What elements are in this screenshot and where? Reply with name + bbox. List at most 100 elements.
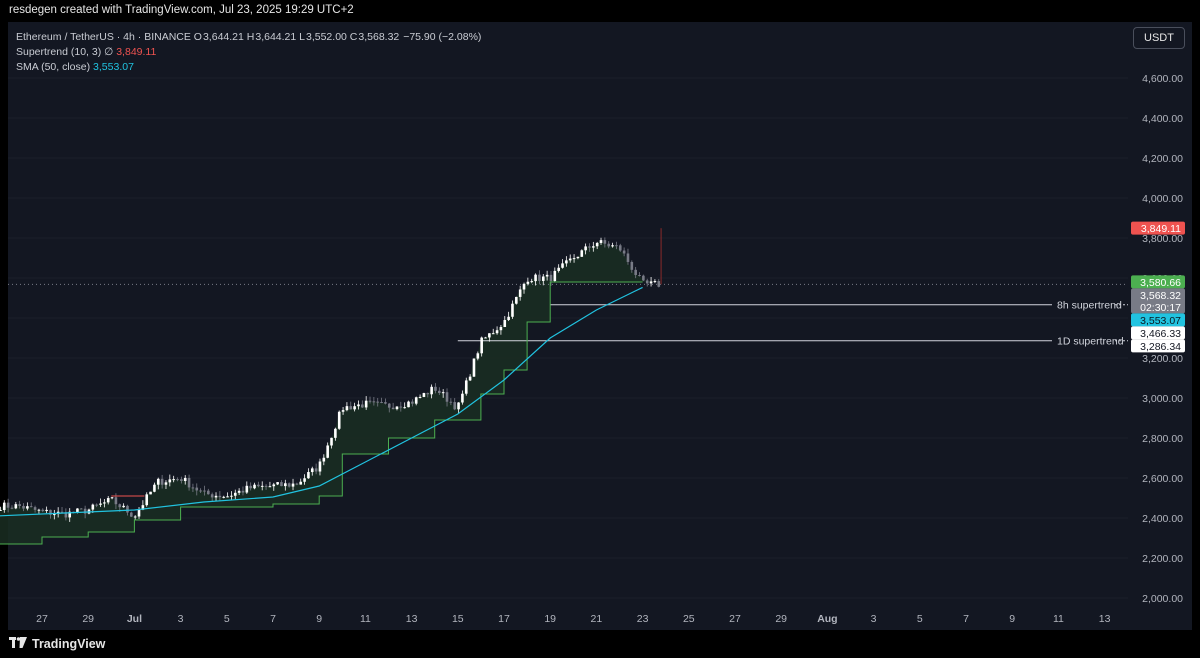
candle-body: [488, 333, 491, 338]
candle-body: [245, 485, 249, 493]
price-label: 3,286.34: [1140, 341, 1181, 353]
ohlc-open-label: O: [193, 31, 202, 43]
supertrend-row[interactable]: Supertrend (10, 3) ∅ 3,849.11: [16, 45, 481, 60]
candle-body: [622, 250, 626, 254]
candle-body: [79, 508, 83, 510]
author-line: resdegen created with TradingView.com, J…: [9, 4, 354, 16]
candle-body: [511, 303, 514, 317]
y-tick-label: 4,000.00: [1142, 193, 1183, 205]
candle-body: [426, 393, 430, 395]
candle-body: [607, 243, 611, 247]
chart-panel[interactable]: [8, 22, 1192, 630]
x-tick-label: 15: [452, 613, 464, 625]
candle-body: [6, 502, 10, 508]
candle-body: [64, 512, 68, 518]
candle-body: [160, 478, 164, 485]
candle-body: [299, 481, 303, 485]
x-tick-label: 9: [1009, 613, 1015, 625]
candle-body: [457, 402, 460, 410]
y-tick-label: 4,400.00: [1142, 113, 1183, 125]
y-tick-label: 2,000.00: [1142, 593, 1183, 605]
candle-body: [414, 397, 418, 404]
candle-body: [230, 495, 233, 497]
candle-body: [106, 498, 110, 503]
ohlc-open-value: 3,644.21: [202, 31, 244, 43]
candle-body: [18, 504, 21, 506]
hidden-icon[interactable]: ∅: [104, 46, 114, 58]
candle-body: [472, 358, 476, 377]
sma-row[interactable]: SMA (50, close) 3,553.07: [16, 60, 481, 75]
x-tick-label: Jul: [127, 613, 142, 625]
candle-body: [364, 400, 368, 408]
candle-body: [287, 483, 291, 487]
candle-body: [438, 390, 441, 394]
ohlc-low-value: 3,552.00: [306, 31, 347, 43]
tradingview-brand[interactable]: TradingView: [9, 636, 105, 651]
candle-body: [53, 514, 56, 516]
candle-body: [214, 495, 218, 498]
candle-body: [372, 401, 376, 403]
x-tick-label: 11: [360, 613, 371, 625]
candle-body: [337, 411, 341, 429]
candle-body: [515, 296, 518, 304]
candle-body: [233, 492, 237, 496]
y-tick-label: 2,400.00: [1142, 513, 1183, 525]
sma-line: [0, 286, 643, 517]
candle-body: [353, 406, 356, 410]
x-tick-label: 27: [729, 613, 741, 625]
candle-body: [118, 504, 122, 508]
y-tick-label: 4,600.00: [1142, 73, 1183, 85]
candle-body: [284, 483, 287, 487]
currency-button[interactable]: USDT: [1133, 27, 1185, 49]
candle-body: [199, 490, 202, 492]
candle-body: [403, 407, 406, 409]
price-labels: 3,849.11 3,580.663,568.3202:30:173,553.07…: [1131, 221, 1185, 353]
candle-body: [249, 485, 252, 489]
candle-body: [418, 396, 422, 398]
candle-body: [272, 484, 276, 487]
price-label-bg: [1131, 275, 1185, 289]
candle-body: [314, 468, 318, 472]
candle-body: [341, 410, 345, 412]
candle-body: [611, 245, 614, 247]
candle-body: [145, 494, 149, 506]
candle-body: [260, 485, 264, 487]
candle-body: [176, 479, 179, 481]
candle-body: [164, 482, 168, 485]
x-tick-label: 13: [406, 613, 418, 625]
candle-body: [361, 404, 364, 408]
candle-body: [237, 490, 241, 493]
candle-body: [357, 404, 360, 407]
candle-body: [95, 504, 98, 506]
sma-label: SMA (50, close): [16, 61, 91, 73]
candle-body: [307, 472, 310, 479]
candle-body: [507, 316, 510, 321]
candle-body: [657, 281, 661, 287]
candle-body: [26, 506, 29, 509]
candle-body: [103, 502, 106, 504]
candle-body: [376, 401, 380, 403]
indicator-lines: [0, 281, 643, 545]
candle-body: [480, 337, 483, 354]
y-tick-label: 3,000.00: [1142, 393, 1183, 405]
candle-body: [303, 478, 306, 482]
brand-name: TradingView: [32, 636, 106, 651]
candle-body: [484, 337, 487, 339]
candle-body: [226, 496, 229, 498]
candle-body: [22, 505, 25, 509]
sma-value: 3,553.07: [93, 61, 134, 73]
x-tick-label: 27: [36, 613, 48, 625]
candle-body: [126, 505, 129, 513]
top-bar: resdegen created with TradingView.com, J…: [0, 0, 1200, 22]
candle-body: [592, 246, 595, 248]
candle-body: [349, 406, 353, 410]
candle-body: [191, 487, 195, 489]
candle-body: [380, 401, 383, 403]
price-label-bg: [1131, 221, 1185, 235]
candle-body: [618, 245, 622, 251]
y-tick-label: 2,800.00: [1142, 433, 1183, 445]
price-label-bg: [1131, 339, 1185, 353]
candle-body: [626, 253, 630, 262]
ohlc-low-label: L: [299, 31, 305, 43]
